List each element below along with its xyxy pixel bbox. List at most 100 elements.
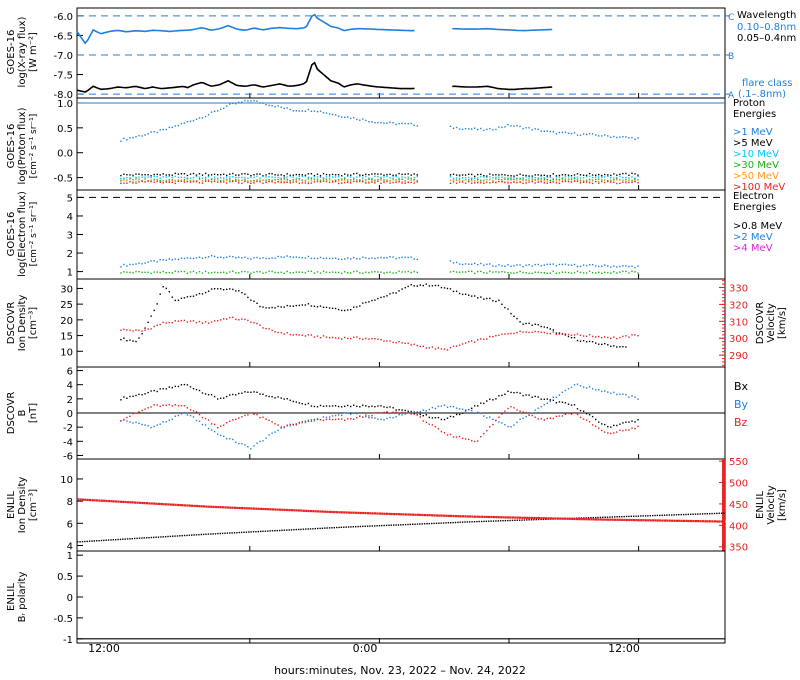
proton-point — [295, 177, 297, 179]
dscovr_plasma-point — [613, 345, 615, 347]
dscovr_mag-point — [631, 395, 633, 397]
enlil_plasma-point — [269, 530, 271, 532]
proton-point — [241, 176, 243, 179]
enlil_plasma-point — [100, 539, 103, 542]
proton-point — [198, 117, 201, 119]
dscovr_mag-point — [489, 416, 491, 418]
enlil_plasma-point — [193, 504, 196, 507]
proton-point — [558, 176, 561, 178]
proton-point — [325, 176, 328, 178]
enlil_plasma-point — [507, 519, 509, 522]
electron-point — [474, 262, 476, 265]
proton-point — [280, 174, 282, 176]
dscovr_mag-point — [198, 413, 201, 416]
dscovr_mag-point — [446, 417, 449, 419]
proton-point — [543, 174, 545, 176]
enlil_plasma-point — [167, 535, 169, 538]
electron-point — [410, 271, 412, 274]
proton-point — [337, 180, 340, 182]
proton-ytick-label: -0.5 — [53, 174, 73, 185]
electron-point — [386, 257, 388, 259]
proton-point — [395, 180, 397, 182]
proton-point — [552, 181, 554, 183]
dscovr_mag-point — [307, 419, 310, 422]
dscovr_plasma-point — [226, 288, 228, 290]
dscovr_plasma-point — [410, 344, 412, 346]
dscovr_mag-point — [434, 407, 437, 410]
electron-point — [582, 272, 585, 274]
dscovr_mag-point — [126, 416, 128, 419]
enlil_plasma-point — [357, 511, 360, 514]
dscovr_plasma-point — [386, 295, 388, 297]
electron-point — [195, 257, 198, 259]
enlil_plasma-point — [300, 509, 303, 512]
proton-point — [362, 180, 364, 183]
electron-point — [637, 265, 639, 267]
proton-point — [576, 176, 579, 178]
proton-point — [407, 123, 409, 125]
enlil_plasma-point — [642, 519, 645, 522]
dscovr_plasma-point — [471, 295, 473, 297]
dscovr_plasma-point — [377, 338, 379, 340]
enlil_plasma-point — [469, 521, 471, 523]
dscovr_plasma-point — [277, 305, 279, 308]
proton-point — [147, 133, 149, 135]
proton-point — [192, 181, 195, 183]
dscovr_plasma-point — [579, 334, 582, 336]
enlil_plasma-point — [499, 516, 503, 519]
dscovr_mag-point — [247, 446, 249, 448]
dscovr_plasma-point — [319, 305, 322, 307]
proton-point — [464, 179, 467, 181]
proton-point — [177, 180, 180, 183]
proton-point — [250, 182, 252, 184]
proton-point — [474, 180, 476, 182]
electron-point — [341, 258, 343, 261]
proton-point — [153, 173, 155, 176]
dscovr_mag-point — [147, 425, 149, 427]
proton-point — [416, 125, 418, 127]
enlil_plasma-point — [245, 507, 248, 510]
proton-point — [567, 132, 570, 134]
enlil_plasma-point — [374, 525, 376, 527]
dscovr_plasma-point — [637, 335, 639, 337]
dscovr_plasma-point — [619, 346, 621, 348]
electron-point — [325, 271, 328, 273]
electron-point — [226, 272, 228, 274]
dscovr_mag-point — [431, 417, 434, 419]
dscovr_mag-point — [634, 396, 636, 398]
enlil_plasma-point — [647, 519, 650, 522]
proton-point — [601, 179, 603, 181]
enlil_plasma-point — [205, 505, 208, 508]
enlil_plasma-point — [623, 515, 625, 518]
proton-point — [598, 182, 600, 184]
proton-point — [634, 178, 636, 180]
dscovr_mag-point — [588, 414, 591, 416]
dscovr_plasma-point — [425, 347, 427, 349]
flare-level-A-label: A — [728, 91, 735, 101]
dscovr_mag-point — [437, 405, 440, 407]
proton-point — [304, 175, 307, 178]
dscovr_plasma-point — [132, 340, 134, 342]
enlil_plasma-point — [138, 501, 141, 504]
dscovr_mag-point — [513, 407, 515, 409]
dscovr_mag-point — [256, 391, 258, 393]
proton-point — [359, 175, 361, 178]
electron-point — [156, 271, 158, 273]
enlil_plasma-point — [423, 514, 427, 517]
enlil_plasma-point — [445, 522, 447, 524]
proton-point — [498, 178, 500, 180]
proton-point — [256, 175, 258, 177]
proton-point — [537, 180, 539, 182]
electron-point — [365, 257, 367, 259]
proton-point — [301, 180, 303, 182]
enlil_plasma-point — [483, 515, 486, 518]
enlil_plasma-point — [369, 525, 371, 527]
dscovr_mag-point — [138, 422, 140, 424]
proton-legend-30mev: >30 MeV — [733, 160, 779, 171]
dscovr_plasma-point — [464, 342, 467, 344]
proton-point — [522, 177, 524, 179]
proton-point — [380, 122, 382, 124]
proton-point — [374, 122, 376, 124]
dscovr_mag-point — [570, 386, 573, 389]
electron-point — [552, 263, 554, 265]
